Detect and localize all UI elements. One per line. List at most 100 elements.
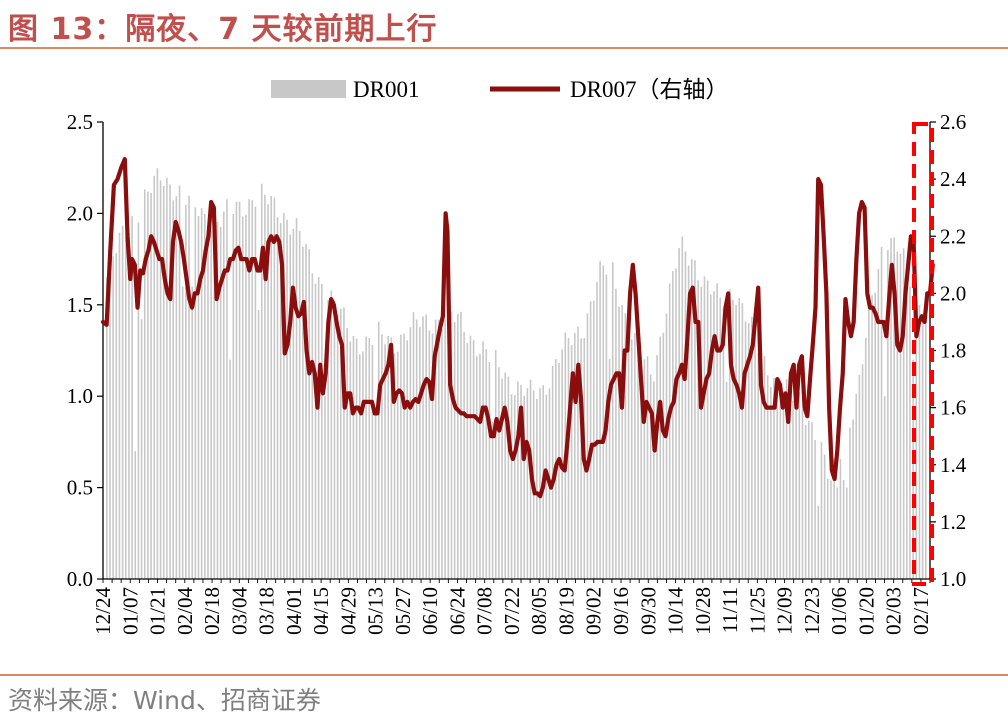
figure-title: 图 13：隔夜、7 天较前期上行 [8, 12, 438, 47]
dr001-bar [321, 283, 323, 579]
dr001-bar [823, 454, 826, 579]
dr001-bar [444, 319, 446, 579]
dr001-bar [880, 246, 883, 579]
dr001-bar [302, 246, 304, 579]
dr001-bar [292, 228, 295, 579]
y-left-tick-label: 2.5 [67, 110, 93, 134]
dr001-bar [270, 196, 273, 580]
dr001-bars [106, 168, 927, 580]
title-divider [0, 47, 1008, 49]
dr001-bar [830, 480, 832, 579]
dr001-bar [381, 334, 383, 579]
dr001-bar [684, 251, 687, 579]
dr001-bar [396, 351, 399, 579]
x-tick-label: 07/22 [500, 587, 524, 635]
highlight-box [912, 122, 934, 586]
dr001-bar [558, 363, 560, 579]
y-left-tick-label: 1.5 [67, 293, 93, 317]
dr001-bar [124, 236, 127, 580]
x-tick-label: 08/19 [554, 587, 578, 635]
dr001-bar [475, 356, 478, 579]
dr001-bar [324, 396, 326, 579]
legend-label-dr007: DR007（右轴） [570, 77, 728, 102]
dr001-bar [140, 319, 143, 579]
x-tick-label: 01/07 [118, 587, 142, 635]
dr001-bar [735, 304, 737, 579]
x-tick-label: 05/27 [391, 587, 415, 635]
dr001-bar [773, 377, 775, 579]
dr001-bar [491, 421, 494, 579]
dr001-bar [377, 321, 380, 579]
dr001-bar [346, 327, 348, 579]
dr001-bar [602, 265, 605, 579]
dr001-bar [826, 478, 829, 579]
dr001-bar [795, 397, 797, 579]
dr001-bar [687, 265, 690, 579]
dr001-bar [833, 458, 835, 579]
legend: DR001 DR007（右轴） [271, 77, 728, 102]
dr001-bar [510, 394, 513, 579]
dr001-bar [162, 185, 165, 579]
dr001-bar [665, 313, 668, 579]
dr001-bar [744, 321, 747, 579]
x-tick-label: 10/14 [664, 587, 688, 635]
dr001-bar [425, 314, 427, 579]
y-left-tick-label: 0.0 [67, 567, 93, 591]
dr001-bar [289, 234, 292, 579]
dr001-bar [298, 230, 301, 579]
dr001-bar [279, 222, 282, 579]
dr001-bar [785, 379, 788, 579]
x-tick-label: 06/10 [418, 587, 442, 635]
dr001-bar [570, 345, 573, 579]
dr007-line [100, 157, 935, 499]
y-right-tick-label: 1.8 [940, 339, 966, 363]
dr001-bar [213, 218, 216, 579]
dr001-bar [374, 406, 377, 579]
dr001-bar [513, 395, 516, 579]
dr001-bar [260, 183, 263, 579]
dr001-bar [172, 200, 175, 579]
dr001-bar [653, 381, 655, 579]
y-right-tick-label: 2.2 [940, 224, 966, 248]
dr001-bar [235, 201, 238, 579]
dr001-bar [618, 306, 620, 579]
y-right-tick-label: 1.4 [940, 453, 967, 477]
dr001-bar [264, 194, 266, 579]
dr001-bar [131, 216, 133, 579]
x-tick-label: 04/29 [336, 587, 360, 635]
dr001-bar [365, 336, 367, 579]
dr001-bar [814, 439, 816, 579]
dr001-bar [207, 231, 209, 579]
dr001-bar [804, 425, 807, 579]
dr001-bar [517, 381, 519, 579]
dr001-bar [921, 316, 924, 579]
dr001-bar [624, 313, 627, 579]
x-tick-label: 03/18 [255, 587, 279, 635]
dr001-bar [893, 237, 895, 579]
dr001-bar [406, 340, 409, 579]
dr001-bar [646, 356, 649, 579]
dr001-bar [194, 207, 197, 579]
dr001-bar [656, 355, 658, 579]
dr001-bar [722, 308, 725, 579]
y-right-tick-labels: 1.0 1.2 1.4 1.6 1.8 2.0 2.2 2.4 2.6 [940, 110, 967, 591]
dr001-bar [457, 314, 459, 579]
chart-svg: 12/24 01/07 01/21 02/04 02/18 03/04 03/18 04/01… [67, 77, 967, 635]
dr001-bar [621, 304, 624, 579]
dr001-bar [219, 226, 222, 579]
dr001-bar [691, 259, 693, 579]
dr001-bar [463, 331, 465, 579]
dr001-bar [431, 333, 434, 579]
x-tick-labels: 12/24 01/07 01/21 02/04 02/18 03/04 03/18 04/01… [91, 587, 933, 635]
dr001-bar [596, 281, 598, 579]
dr001-bar [188, 195, 190, 579]
y-right-tick-label: 2.6 [940, 110, 966, 134]
y-left-tick-label: 0.5 [67, 476, 93, 500]
source-note: 资料来源：Wind、招商证券 [8, 686, 321, 715]
dr001-bar [482, 341, 484, 579]
y-left-tick-label: 1.0 [67, 384, 93, 408]
dr001-bar [909, 286, 911, 579]
dr001-bar [703, 276, 706, 579]
dr001-bar [460, 311, 462, 579]
dr001-bar [709, 294, 712, 579]
